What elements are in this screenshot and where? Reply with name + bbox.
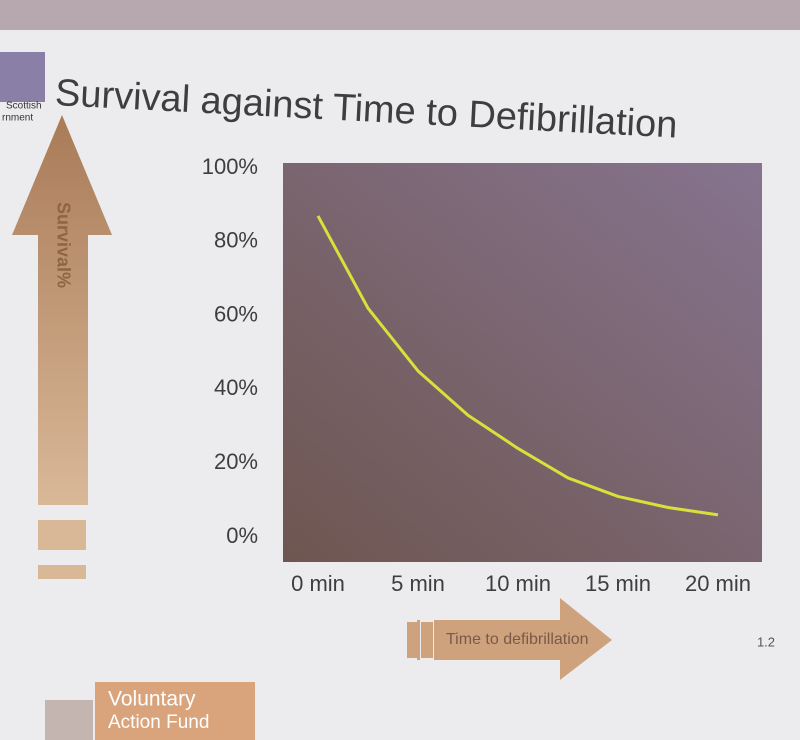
footer-icon [45,700,93,740]
top-band [0,0,800,30]
y-tick-label: 0% [226,523,258,548]
x-tick-label: 0 min [291,571,345,596]
y-axis-label: Survival% [53,202,73,288]
x-arrow-block [407,622,417,658]
footer-box [95,682,255,740]
x-tick-label: 15 min [585,571,651,596]
x-tick-label: 20 min [685,571,751,596]
footer-text: Voluntary [108,688,196,711]
x-arrow-block [421,622,433,658]
x-tick-label: 5 min [391,571,445,596]
y-tick-label: 40% [214,375,258,400]
y-tick-label: 20% [214,449,258,474]
footer-text: Action Fund [108,712,209,733]
y-tick-label: 80% [214,228,258,253]
plot-area [283,163,762,562]
y-arrow-block [38,520,86,550]
y-arrow-block [38,565,86,579]
survival-curve [316,215,719,517]
x-arrow [405,598,612,680]
x-axis-label: Time to defibrillation [446,631,589,648]
y-tick-label: 100% [202,154,258,179]
slide-number: 1.2 [757,634,775,649]
y-arrow [12,115,112,505]
x-tick-label: 10 min [485,571,551,596]
y-tick-label: 60% [214,301,258,326]
logo-flag [0,52,45,102]
logo-text: rnment [2,113,33,124]
logo-text: Scottish [6,101,42,112]
